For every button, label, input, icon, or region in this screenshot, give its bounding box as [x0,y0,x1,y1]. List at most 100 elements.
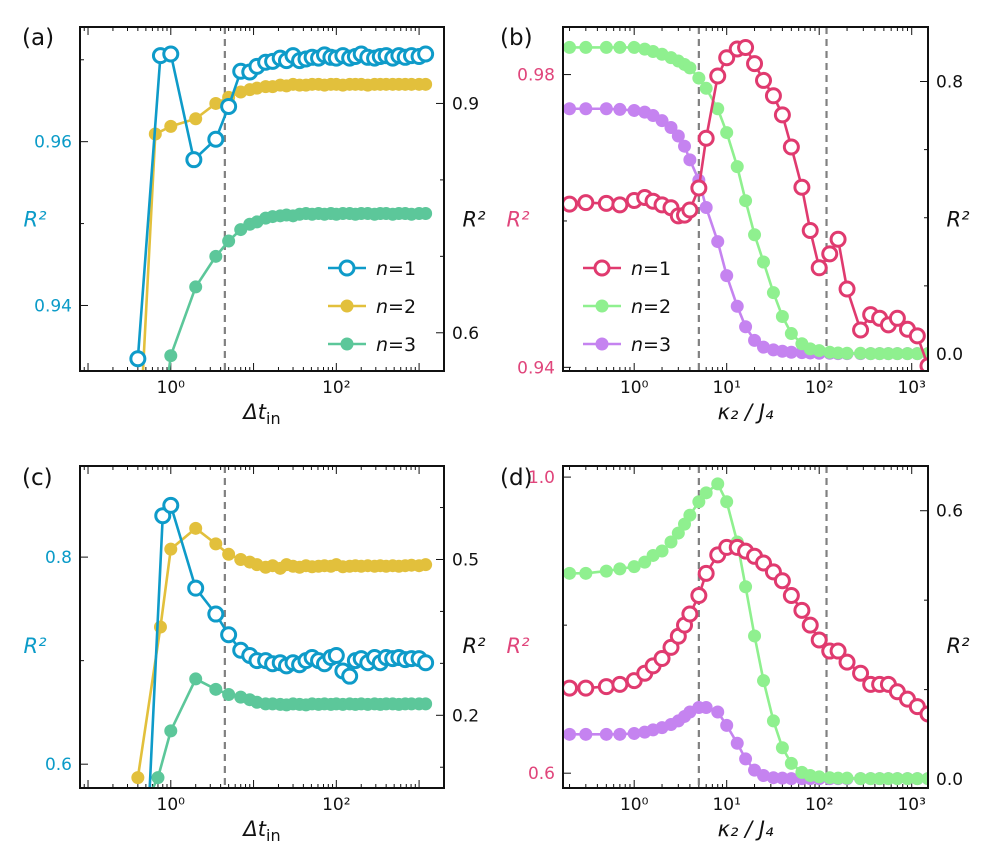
data-point [627,726,641,740]
data-point [189,280,203,294]
data-point [683,508,697,522]
legend-marker [340,337,354,351]
data-point [563,102,577,116]
data-point [209,249,223,263]
y-axis-title-right: R² [946,634,970,658]
data-point [222,547,236,561]
legend-label: n=1 [376,258,416,280]
x-tick-label: 10¹ [712,378,740,398]
data-point [748,629,762,643]
data-point [810,259,828,277]
data-point [900,347,914,361]
legend-label-variable: n [631,258,643,280]
plot-frame [79,26,445,372]
x-axis-title: Δtin [241,817,280,845]
data-point [341,667,359,685]
series-line [141,83,426,371]
y-tick-label-right: 0.8 [936,72,963,92]
data-point [711,705,725,719]
data-point [782,138,800,156]
y-tick-label-right: 0.0 [936,345,963,365]
data-point [888,309,906,327]
panel-label: (a) [22,25,54,51]
data-point [854,772,868,786]
legend-label-variable: n [376,334,388,356]
plot-frame [562,465,929,789]
data-point [143,517,156,530]
data-point [664,120,678,134]
data-point [840,771,854,785]
legend-label-variable: n [376,258,388,280]
y-tick-label-left: 0.96 [34,133,72,153]
data-point [900,772,914,786]
panel-label: (c) [22,465,53,491]
data-point [579,566,593,580]
data-point [766,714,780,728]
data-point [852,664,870,682]
data-point [419,558,433,572]
data-point [164,724,178,738]
data-point [910,772,924,786]
data-point [220,97,238,115]
legend-marker [593,259,611,277]
data-point [613,562,627,576]
data-point [881,347,895,361]
data-point [563,40,577,54]
x-tick-label: 10³ [897,378,925,398]
data-point [681,605,699,623]
data-point [162,496,180,514]
data-point [690,179,708,197]
y-tick-label-right: 0.0 [936,770,963,790]
data-point [709,67,727,85]
data-point [599,564,613,578]
data-point [711,102,725,116]
data-point [737,38,755,56]
data-point [690,587,708,605]
data-point [577,679,595,697]
data-point [919,357,928,371]
data-point [748,333,762,347]
data-point [579,102,593,116]
data-point [699,81,713,95]
legend-label-value: =3 [388,334,416,356]
data-point [613,102,627,116]
data-point [746,55,764,73]
data-point [692,495,706,509]
data-point [597,678,615,696]
data-point [681,201,699,219]
data-point [757,340,771,354]
data-point [209,682,223,696]
data-point [187,579,205,597]
data-point [222,688,236,702]
data-point [417,45,435,63]
panel-label: (b) [500,25,533,51]
data-point [131,813,144,826]
data-point [730,160,744,174]
data-point [840,346,854,360]
plot-frame [79,465,445,789]
data-point [563,727,577,741]
y-axis-title-left: R² [506,634,530,658]
data-point [711,235,725,249]
data-point [692,71,706,85]
legend-label: n=2 [631,296,671,318]
data-point [699,201,713,215]
legend-marker [595,337,609,351]
legend-label-variable: n [631,296,643,318]
legend-label-variable: n [631,334,643,356]
panel-b: (b) 10⁰ 10¹ 10² 10³ 0.94 0.98 0.0 0.8 R² R² κ₂ / J₄… [500,25,970,424]
legend-label-value: =3 [643,334,671,356]
data-point [655,544,669,558]
x-axis-title-subscript: in [266,826,281,845]
data-point [711,477,725,491]
data-point [189,521,203,535]
data-point [419,697,433,711]
data-point [773,572,791,590]
legend-label: n=2 [376,296,416,318]
panel-d: (d) 10⁰ 10¹ 10² 10³ 0.6 1.0 0.0 0.6 R² R² κ₂ / J₄ [500,465,970,841]
x-tick-label: 10⁰ [620,795,649,815]
plot-frame [562,26,929,372]
data-layer [129,45,435,530]
